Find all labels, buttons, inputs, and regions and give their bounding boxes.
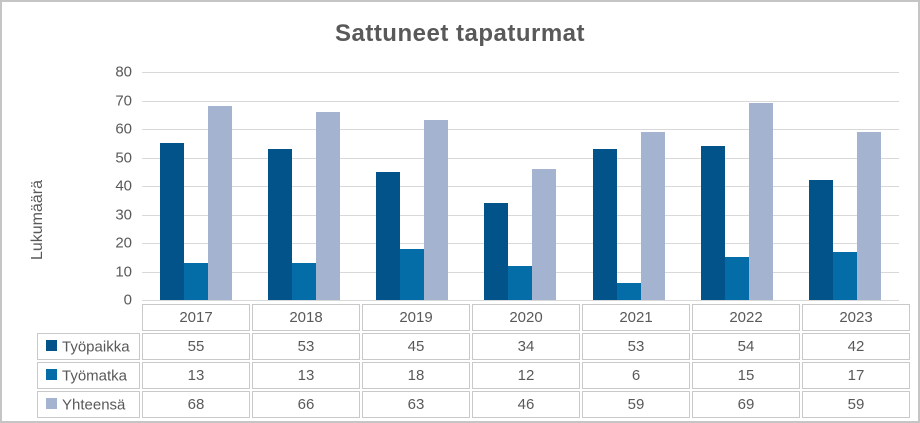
value-yhteensä-2023: 59 bbox=[802, 391, 910, 418]
bar-työpaikka-2023 bbox=[808, 180, 833, 300]
legend-label-yhteensä: Yhteensä bbox=[62, 396, 126, 414]
value-työpaikka-2023: 42 bbox=[802, 333, 910, 360]
bar-group-2017 bbox=[142, 72, 250, 300]
bar-työmatka-2018 bbox=[292, 262, 317, 300]
value-työpaikka-2017: 55 bbox=[142, 333, 250, 360]
bar-työmatka-2023 bbox=[832, 251, 857, 300]
value-yhteensä-2021: 59 bbox=[582, 391, 690, 418]
y-tick-label-70: 70 bbox=[115, 92, 132, 110]
legend-cell-yhteensä: Yhteensä bbox=[37, 391, 140, 418]
value-työpaikka-2018: 53 bbox=[252, 333, 360, 360]
legend-swatch-työpaikka bbox=[46, 340, 57, 352]
gridline-y40 bbox=[142, 186, 899, 187]
plot-area bbox=[142, 72, 899, 301]
bar-työmatka-2019 bbox=[400, 248, 425, 300]
legend-swatch-yhteensä bbox=[46, 398, 57, 410]
x-category-label-2022: 2022 bbox=[692, 304, 800, 331]
bar-group-2022 bbox=[683, 72, 791, 300]
bar-työpaikka-2020 bbox=[484, 203, 509, 300]
chart-title: Sattuneet tapaturmat bbox=[334, 20, 586, 47]
x-category-label-2023: 2023 bbox=[802, 304, 910, 331]
value-työpaikka-2022: 54 bbox=[692, 333, 800, 360]
table-row-työmatka: Työmatka 13 13 18 12 6 15 17 bbox=[37, 362, 910, 389]
value-työmatka-2018: 13 bbox=[252, 362, 360, 389]
data-table: 2017 2018 2019 2020 2021 2022 2023 Työpaikka 55 5… bbox=[35, 302, 912, 420]
value-työmatka-2021: 6 bbox=[582, 362, 690, 389]
bar-yhteensä-2017 bbox=[208, 106, 233, 300]
y-tick-label-30: 30 bbox=[115, 206, 132, 224]
value-työpaikka-2021: 53 bbox=[582, 333, 690, 360]
legend-cell-työpaikka: Työpaikka bbox=[37, 333, 140, 360]
gridline-y20 bbox=[142, 243, 899, 244]
value-yhteensä-2019: 63 bbox=[362, 391, 470, 418]
bar-työpaikka-2017 bbox=[160, 143, 185, 300]
value-työpaikka-2020: 34 bbox=[472, 333, 580, 360]
bar-työmatka-2021 bbox=[616, 282, 641, 300]
gridline-y70 bbox=[142, 101, 899, 102]
x-category-label-2017: 2017 bbox=[142, 304, 250, 331]
bar-työpaikka-2018 bbox=[268, 148, 293, 300]
value-yhteensä-2017: 68 bbox=[142, 391, 250, 418]
legend-label-työmatka: Työmatka bbox=[62, 367, 128, 385]
bar-group-2020 bbox=[466, 72, 574, 300]
bar-työpaikka-2019 bbox=[376, 171, 401, 300]
x-category-label-2020: 2020 bbox=[472, 304, 580, 331]
legend-label-työpaikka: Työpaikka bbox=[62, 338, 130, 356]
bar-group-2023 bbox=[791, 72, 899, 300]
bar-group-2018 bbox=[250, 72, 358, 300]
table-row-yhteensä: Yhteensä 68 66 63 46 59 69 59 bbox=[37, 391, 910, 418]
bar-yhteensä-2019 bbox=[424, 120, 449, 300]
gridline-y80 bbox=[142, 72, 899, 73]
bar-yhteensä-2023 bbox=[856, 131, 881, 300]
value-työmatka-2022: 15 bbox=[692, 362, 800, 389]
table-corner-cell bbox=[37, 304, 140, 331]
bar-yhteensä-2020 bbox=[532, 168, 557, 300]
y-tick-label-10: 10 bbox=[115, 263, 132, 281]
bar-yhteensä-2021 bbox=[640, 131, 665, 300]
x-category-label-2021: 2021 bbox=[582, 304, 690, 331]
bar-group-2019 bbox=[358, 72, 466, 300]
bar-group-2021 bbox=[575, 72, 683, 300]
y-tick-label-0: 0 bbox=[123, 291, 132, 309]
y-tick-label-50: 50 bbox=[115, 149, 132, 167]
bar-yhteensä-2022 bbox=[748, 103, 773, 300]
y-axis-tick-labels: 0 10 20 30 40 50 60 70 80 bbox=[2, 64, 132, 309]
y-tick-label-60: 60 bbox=[115, 120, 132, 138]
bar-työmatka-2022 bbox=[724, 257, 749, 300]
x-category-label-2019: 2019 bbox=[362, 304, 470, 331]
gridline-y30 bbox=[142, 215, 899, 216]
bars-layer bbox=[142, 72, 899, 300]
bar-työmatka-2017 bbox=[184, 262, 209, 300]
bar-työpaikka-2021 bbox=[592, 148, 617, 300]
value-työmatka-2023: 17 bbox=[802, 362, 910, 389]
y-tick-label-40: 40 bbox=[115, 177, 132, 195]
value-yhteensä-2020: 46 bbox=[472, 391, 580, 418]
table-row-työpaikka: Työpaikka 55 53 45 34 53 54 42 bbox=[37, 333, 910, 360]
value-työpaikka-2019: 45 bbox=[362, 333, 470, 360]
value-yhteensä-2022: 69 bbox=[692, 391, 800, 418]
value-työmatka-2019: 18 bbox=[362, 362, 470, 389]
bar-yhteensä-2018 bbox=[316, 111, 341, 300]
x-category-label-2018: 2018 bbox=[252, 304, 360, 331]
bar-työpaikka-2022 bbox=[700, 146, 725, 300]
value-yhteensä-2018: 66 bbox=[252, 391, 360, 418]
gridline-y50 bbox=[142, 158, 899, 159]
y-tick-label-80: 80 bbox=[115, 63, 132, 81]
y-tick-label-20: 20 bbox=[115, 234, 132, 252]
legend-cell-työmatka: Työmatka bbox=[37, 362, 140, 389]
value-työmatka-2020: 12 bbox=[472, 362, 580, 389]
gridline-y0 bbox=[142, 300, 899, 301]
bar-työmatka-2020 bbox=[508, 265, 533, 300]
legend-swatch-työmatka bbox=[46, 369, 57, 381]
value-työmatka-2017: 13 bbox=[142, 362, 250, 389]
gridline-y60 bbox=[142, 129, 899, 130]
